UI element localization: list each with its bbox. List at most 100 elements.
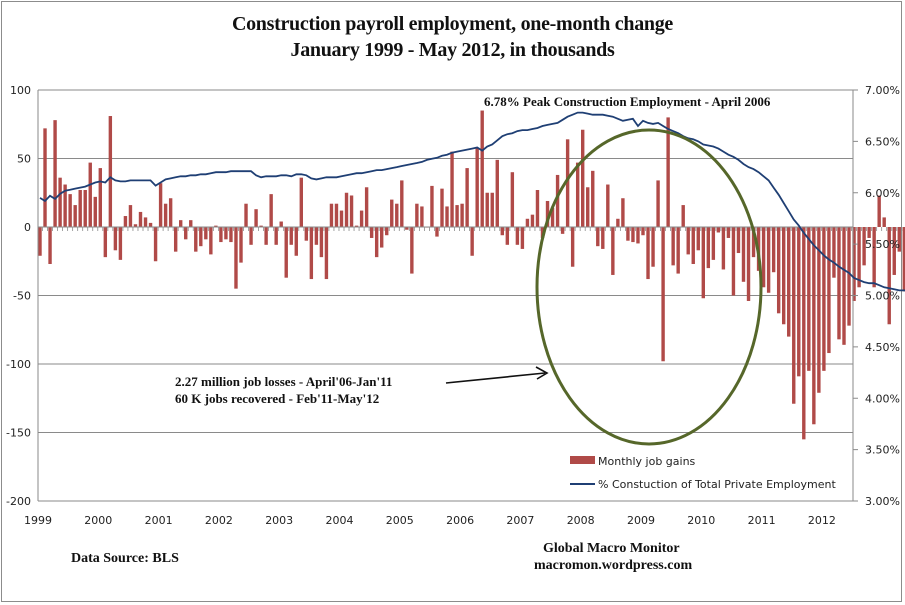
bar — [696, 227, 700, 251]
bar — [274, 227, 278, 245]
bar — [646, 227, 650, 280]
bar — [555, 174, 560, 227]
bar — [832, 227, 836, 278]
bar — [666, 117, 670, 227]
bar — [606, 184, 610, 227]
chart-subtitle: January 1999 - May 2012, in thousands — [290, 39, 615, 61]
y2-tick-label: 6.00% — [865, 187, 900, 200]
bar — [852, 227, 856, 301]
bar — [299, 177, 303, 227]
bar — [877, 195, 881, 227]
bar — [550, 207, 555, 227]
bar — [611, 227, 615, 275]
axes — [37, 89, 903, 502]
x-tick-label: 2009 — [627, 514, 655, 527]
bar — [259, 225, 263, 227]
bar — [586, 187, 590, 227]
bar — [48, 227, 52, 264]
bar — [329, 203, 334, 227]
bar — [314, 227, 319, 245]
bar — [827, 227, 831, 354]
y2-tick-label: 6.50% — [865, 135, 900, 148]
y-tick-label: -50 — [13, 290, 31, 303]
chart-title: Construction payroll employment, one-mon… — [231, 13, 674, 35]
bar — [244, 203, 248, 227]
bar — [118, 227, 123, 260]
bar — [440, 188, 444, 227]
loss-annotation-line1: 2.27 million job losses - April'06-Jan'1… — [175, 374, 392, 389]
bar — [691, 227, 695, 264]
bar — [319, 227, 324, 258]
bar — [480, 110, 484, 227]
x-axis-labels: 1999 2000 2001 2002 2003 2004 2005 2006 2007 2008… — [24, 514, 836, 527]
arrow — [445, 366, 549, 384]
bar — [153, 227, 158, 262]
bar — [385, 227, 389, 236]
bar — [38, 227, 42, 256]
data-source: Data Source: BLS — [71, 551, 179, 566]
bar — [706, 227, 711, 269]
bar — [731, 227, 736, 296]
bar — [98, 168, 102, 227]
y-tick-label: -150 — [6, 427, 31, 440]
bar — [847, 227, 851, 326]
x-tick-label: 2001 — [145, 514, 173, 527]
bar — [219, 227, 223, 243]
y-tick-label: 0 — [24, 221, 31, 234]
y-tick-label: -100 — [6, 358, 31, 371]
legend: Monthly job gains % Constuction of Total… — [570, 455, 836, 491]
peak-annotation: 6.78% Peak Construction Employment - Apr… — [484, 94, 771, 109]
bar — [560, 227, 565, 234]
x-tick-label: 2004 — [326, 514, 354, 527]
bar — [641, 227, 645, 236]
bar — [892, 227, 896, 275]
bar — [867, 227, 871, 238]
bar-series — [38, 110, 905, 440]
x-tick-label: 2006 — [446, 514, 474, 527]
bar — [294, 227, 298, 256]
bar — [741, 227, 746, 282]
bar — [842, 227, 846, 345]
bar — [43, 128, 47, 227]
bar — [83, 190, 87, 227]
bar — [721, 227, 726, 270]
bar — [354, 225, 359, 227]
bar — [671, 227, 675, 266]
bar — [138, 211, 143, 227]
bar — [812, 227, 816, 425]
x-tick-label: 2010 — [687, 514, 715, 527]
bar — [349, 195, 354, 227]
bar — [374, 227, 379, 258]
bar — [199, 227, 203, 247]
bar — [410, 227, 414, 274]
bar — [53, 120, 57, 227]
bar — [470, 227, 474, 256]
bar — [797, 227, 801, 377]
bar — [751, 227, 756, 258]
bar — [184, 227, 188, 240]
x-tick-label: 2007 — [506, 514, 534, 527]
bar — [289, 227, 293, 245]
bar — [133, 224, 138, 227]
bar — [103, 227, 108, 258]
x-tick-label: 2000 — [84, 514, 112, 527]
bar — [711, 227, 716, 260]
bar — [897, 227, 901, 252]
x-tick-label: 2011 — [748, 514, 776, 527]
bar — [872, 227, 876, 288]
bar — [621, 198, 625, 227]
gridlines — [38, 89, 853, 502]
bar — [123, 216, 128, 227]
bar — [173, 227, 178, 252]
bar — [761, 227, 766, 288]
bar — [113, 227, 118, 251]
y-axis-labels: 100 50 0 -50 -100 -150 -200 — [6, 84, 31, 508]
bar — [656, 180, 660, 227]
y-tick-label: 50 — [17, 153, 31, 166]
bar — [651, 227, 655, 267]
bar — [887, 227, 891, 325]
bar — [179, 220, 183, 227]
y-tick-label: -200 — [6, 495, 31, 508]
x-tick-label: 2003 — [265, 514, 293, 527]
